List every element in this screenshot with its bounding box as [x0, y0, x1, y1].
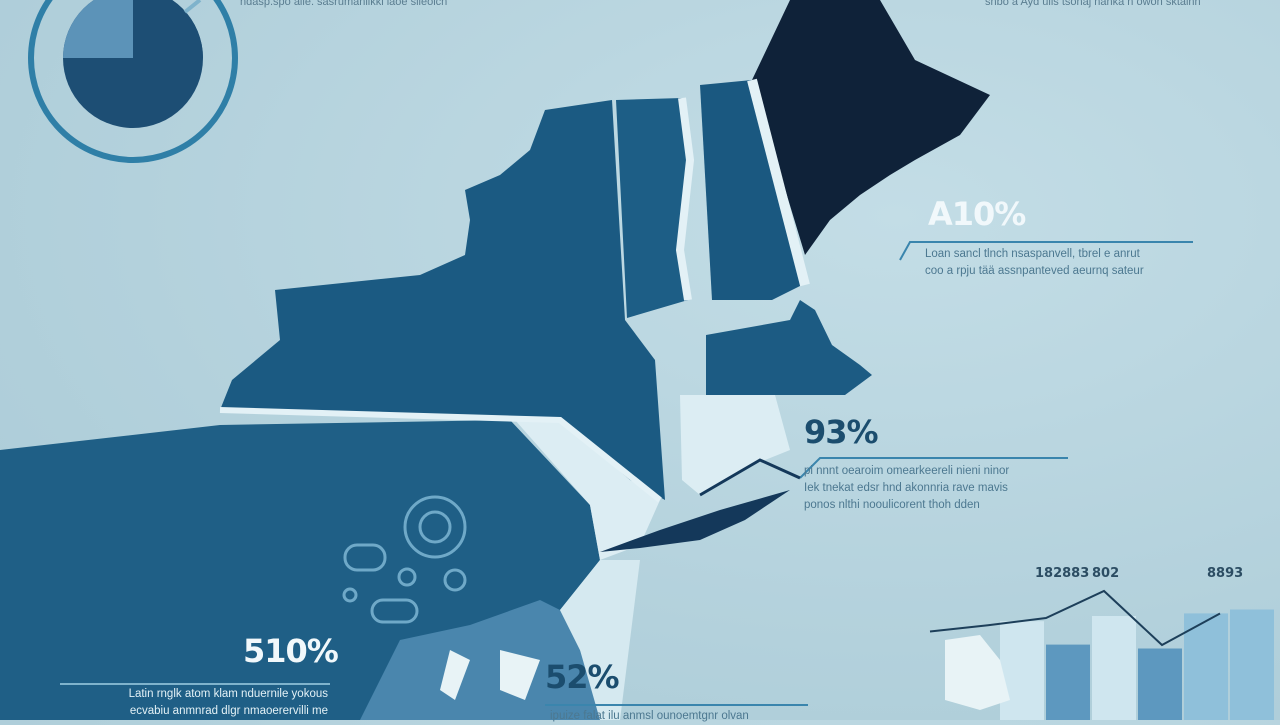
- caption-line: ecvabiu anmnrad dlgr nmaoerervilli me: [129, 705, 328, 717]
- caption-line: Latin rnglk atom klam nduernile yokous: [128, 688, 328, 700]
- region-lower-bay: [360, 600, 620, 720]
- caption-line: pi nnnt oearoim omearkeereli nieni ninor: [804, 465, 1010, 477]
- chart-bar: [1000, 621, 1044, 720]
- chart-line: [929, 589, 1221, 647]
- top-left-caption: ndasp.spo alle. sasrumanlikki laoe slleo…: [240, 0, 448, 8]
- stat-value-pennsylvania: 510%: [243, 632, 339, 670]
- chart-bar: [1230, 609, 1274, 720]
- chart-label-1: 182883: [1035, 566, 1090, 581]
- chart-bar: [1184, 613, 1228, 720]
- chart-figure: [945, 635, 1010, 710]
- state-connecticut: [680, 395, 790, 495]
- stat-value-maine: A10%: [928, 195, 1026, 233]
- chart-label-2: 802: [1092, 566, 1120, 581]
- chart-bar: [1046, 644, 1090, 720]
- caption-line: ponos nlthi nooulicorent thoh dden: [804, 499, 980, 511]
- donut-wedge: [63, 0, 133, 58]
- stat-caption-massachusetts: pi nnnt oearoim omearkeereli nieni ninor…: [804, 463, 1009, 514]
- caption-line: Loan sancl tlnch nsaspanvell, tbrel e an…: [925, 248, 1140, 260]
- stat-value-new-jersey: 52%: [545, 658, 620, 696]
- mini-bar-line-chart: [929, 589, 1274, 720]
- stat-caption-maine: Loan sancl tlnch nsaspanvell, tbrel e an…: [925, 246, 1144, 280]
- state-new-jersey: [515, 420, 660, 560]
- long-island: [600, 490, 790, 552]
- stat-caption-new-jersey: ipuize falat ilu anmsl ounoemtgnr olvan: [550, 708, 749, 725]
- top-right-caption: snbo a Ayd ulis tsonaj nanka n owon skta…: [985, 0, 1201, 8]
- caption-line: Iek tnekat edsr hnd akonnria rave mavis: [804, 482, 1008, 494]
- target-icon: [403, 495, 467, 559]
- chart-bar: [1138, 648, 1182, 720]
- state-maine: [752, 0, 990, 255]
- state-new-york: [220, 100, 665, 500]
- state-massachusetts: [706, 300, 872, 395]
- chart-label-3: 8893: [1207, 566, 1244, 581]
- stat-value-massachusetts: 93%: [804, 413, 879, 451]
- state-new-hampshire: [700, 80, 802, 300]
- chart-bar: [1092, 616, 1136, 720]
- stat-caption-pennsylvania: Latin rnglk atom klam nduernile yokous e…: [60, 686, 328, 720]
- donut-ring: [28, 0, 238, 163]
- caption-line: coo a rpju tää assnpanteved aeurnq sateu…: [925, 265, 1144, 277]
- state-vermont: [616, 98, 690, 318]
- caption-line: ipuize falat ilu anmsl ounoemtgnr olvan: [550, 710, 749, 722]
